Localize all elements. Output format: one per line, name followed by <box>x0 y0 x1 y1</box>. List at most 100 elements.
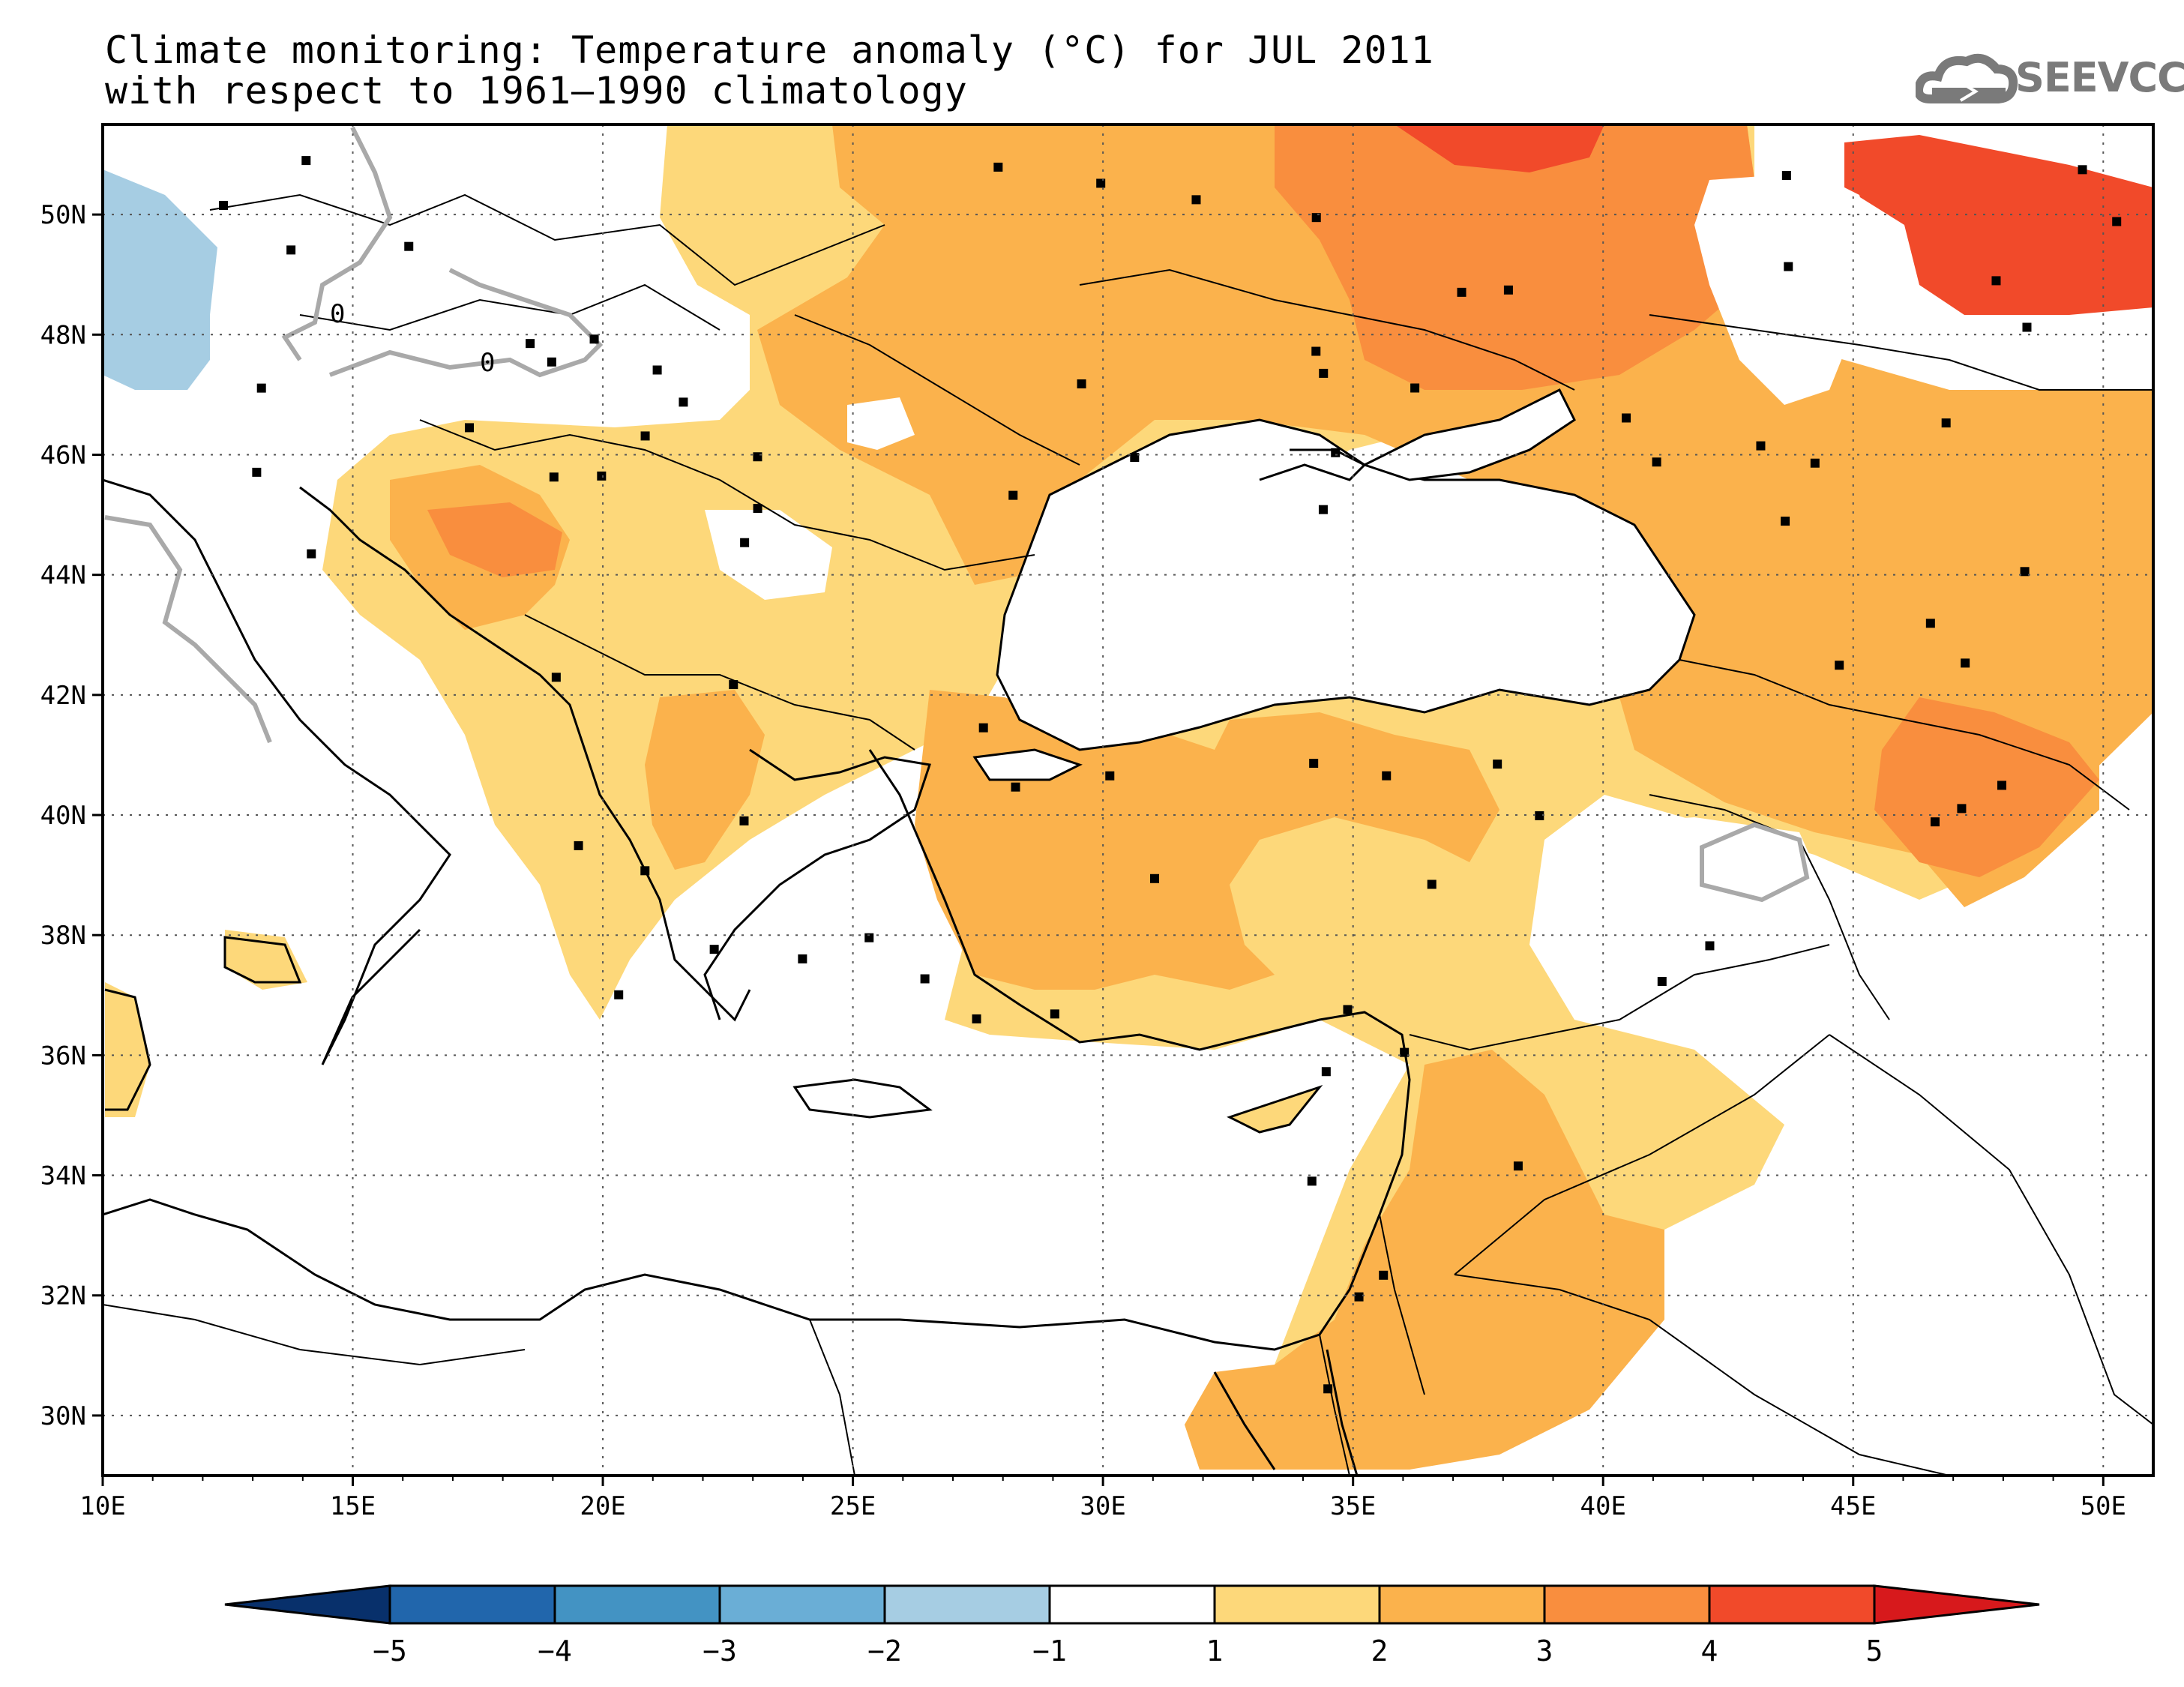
station-marker <box>1382 771 1392 781</box>
border-line <box>299 283 721 331</box>
colorbar-swatch <box>1048 1584 1216 1625</box>
border-line <box>1649 314 2153 391</box>
zero-contours <box>104 126 1810 903</box>
station-marker <box>301 156 311 166</box>
crete-island <box>792 1078 933 1119</box>
station-marker <box>709 945 719 954</box>
anomaly-region-pos2-north <box>757 124 2153 832</box>
colorbar-swatch <box>1708 1584 1876 1625</box>
station-marker <box>1756 441 1766 451</box>
x-tick-label: 35E <box>1330 1491 1376 1521</box>
gridlines <box>103 124 2153 1476</box>
station-marker <box>1077 379 1086 389</box>
station-marker <box>1307 1176 1317 1186</box>
x-tick-label: 30E <box>1080 1491 1125 1521</box>
station-marker <box>864 933 874 942</box>
station-marker <box>2078 165 2087 175</box>
station-marker <box>640 866 650 876</box>
station-marker <box>640 431 650 441</box>
station-marker <box>307 549 316 559</box>
border-line <box>1454 1274 1950 1476</box>
station-marker <box>1810 458 1820 468</box>
station-marker <box>1427 879 1437 889</box>
anomaly-region-pos1-sardinia <box>105 982 150 1117</box>
border-line <box>103 1304 526 1366</box>
colorbar-label: −2 <box>867 1635 902 1668</box>
station-marker <box>1991 276 2001 286</box>
anomaly-region-pos3-caucasus <box>1874 697 2099 877</box>
y-tick-label: 36N <box>40 1041 86 1071</box>
border-line <box>419 419 1035 571</box>
station-marker <box>753 504 762 514</box>
x-axis: 10E 15E 20E 25E 30E 35E 40E 45E 50E <box>79 1476 2126 1521</box>
anomaly-fields <box>103 124 2153 1470</box>
country-borders <box>103 193 2153 1476</box>
contour-label: 0 <box>480 348 495 378</box>
map-frame <box>101 123 2155 1477</box>
anomaly-region-pos3-bosnia <box>427 502 562 577</box>
colorbar-label: −5 <box>373 1635 407 1668</box>
anomaly-region-pos4-volga <box>1844 135 2153 315</box>
zero-contour-line <box>281 126 393 361</box>
colorbar-swatch <box>388 1584 556 1625</box>
anomaly-region-pos4-north <box>1395 124 1604 172</box>
cyprus-island <box>1227 1084 1323 1134</box>
station-marker <box>1410 383 1420 393</box>
station-marker <box>1930 817 1940 827</box>
station-marker <box>1835 661 1844 670</box>
station-marker <box>252 467 262 477</box>
colorbar-swatch <box>883 1584 1051 1625</box>
station-marker <box>526 339 535 349</box>
station-marker <box>1011 782 1020 792</box>
zero-contour-line <box>1700 822 1810 903</box>
station-marker <box>729 680 738 690</box>
station-marker <box>1784 262 1793 271</box>
logo-text: SEEVCCC <box>2015 54 2184 101</box>
border-line <box>209 193 885 286</box>
station-marker <box>1318 505 1328 514</box>
station-marker <box>972 1014 981 1023</box>
station-marker <box>551 673 561 682</box>
station-marker <box>1331 448 1341 457</box>
anomaly-region-pos2-levant <box>1185 1050 1664 1470</box>
station-marker <box>1150 873 1160 883</box>
station-marker <box>1961 658 1970 668</box>
y-tick-label: 44N <box>40 561 86 591</box>
station-marker <box>1311 213 1321 223</box>
x-tick-label: 40E <box>1580 1491 1626 1521</box>
y-tick-label: 38N <box>40 921 86 951</box>
y-tick-label: 46N <box>40 440 86 470</box>
sicily-island <box>223 936 302 984</box>
station-marker <box>404 241 414 251</box>
anomaly-region-pos2-greece <box>645 690 765 870</box>
italy-coast <box>103 478 451 1065</box>
x-tick-label: 50E <box>2081 1491 2126 1521</box>
sardinia-island <box>104 988 151 1111</box>
station-marker <box>1321 1067 1331 1077</box>
border-line <box>1319 1214 1425 1476</box>
station-marker <box>1096 178 1106 188</box>
greece-coast <box>703 748 931 1020</box>
anomaly-gap-white-russia <box>1694 172 1874 405</box>
border-line <box>1409 944 1830 1051</box>
azov-sea <box>1362 388 1576 481</box>
station-marker <box>920 974 930 984</box>
station-marker <box>1379 1270 1389 1280</box>
station-marker <box>547 357 556 367</box>
anomaly-gap-white-romania <box>847 397 915 450</box>
station-marker <box>1311 346 1321 356</box>
station-marker <box>1105 771 1115 781</box>
station-marker <box>465 423 475 433</box>
station-marker <box>1781 170 1791 180</box>
station-marker <box>993 162 1003 172</box>
title-line-1: Climate monitoring: Temperature anomaly … <box>105 28 1434 72</box>
anomaly-gap-white-serbia <box>705 510 832 600</box>
adriatic-coast <box>299 486 751 1022</box>
station-marker <box>1622 413 1631 423</box>
station-marker <box>2020 567 2030 577</box>
station-marker <box>1130 453 1140 463</box>
station-marker <box>1941 418 1951 428</box>
station-marker <box>1925 619 1935 628</box>
station-marker <box>219 200 229 210</box>
